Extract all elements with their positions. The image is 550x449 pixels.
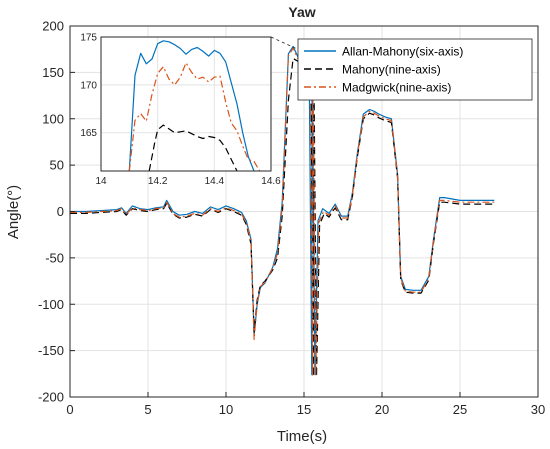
inset-background [101,37,271,171]
y-tick-label: 150 [42,65,64,80]
x-tick-label: 10 [219,402,233,417]
y-tick-label: -150 [38,343,64,358]
legend: Allan-Mahony(six-axis) Mahony(nine-axis) M… [297,38,533,101]
inset-series-line-0 [128,40,255,172]
x-axis-label: Time(s) [277,428,327,445]
inset-x-tick-label: 14.4 [205,176,225,187]
inset-series-line-1 [148,124,238,172]
legend-label-1: Mahony(nine-axis) [342,63,441,77]
inset-y-tick-label: 175 [80,33,97,44]
y-tick-label: -100 [38,297,64,312]
inset-x-tick-label: 14.2 [148,176,168,187]
x-tick-label: 5 [144,402,151,417]
chart-title: Yaw [288,4,315,20]
main-axes: 0 5 10 15 20 25 30 -200 -150 -100 -50 0 50 100 150 200 [38,19,545,418]
x-tick-label: 0 [66,402,73,417]
legend-box [297,38,533,101]
inset-series-line-2 [128,62,261,172]
legend-label-2: Madgwick(nine-axis) [342,81,451,95]
x-tick-label: 20 [375,402,389,417]
y-tick-label: 100 [42,111,64,126]
zoom-inset: 14 14.2 14.4 14.6 165 170 175 [80,33,281,188]
y-axis-label: Angle(°) [5,185,22,239]
y-tick-label: 0 [57,204,64,219]
x-tick-label: 25 [453,402,467,417]
x-tick-label: 30 [531,402,545,417]
y-tick-label: 50 [50,158,64,173]
plot-frame [69,25,539,398]
inset-connector-line [270,36,298,50]
x-tick-label: 15 [297,402,311,417]
inset-y-tick-label: 170 [80,80,97,91]
y-tick-label: -50 [45,250,64,265]
inset-connector [270,36,298,50]
y-tick-label: 200 [42,19,64,34]
inset-x-tick-label: 14.6 [261,176,281,187]
inset-frame [100,36,272,172]
inset-x-tick-label: 14 [95,176,107,187]
y-tick-label: -200 [38,390,64,405]
inset-y-tick-label: 165 [80,128,97,139]
legend-label-0: Allan-Mahony(six-axis) [342,45,463,59]
